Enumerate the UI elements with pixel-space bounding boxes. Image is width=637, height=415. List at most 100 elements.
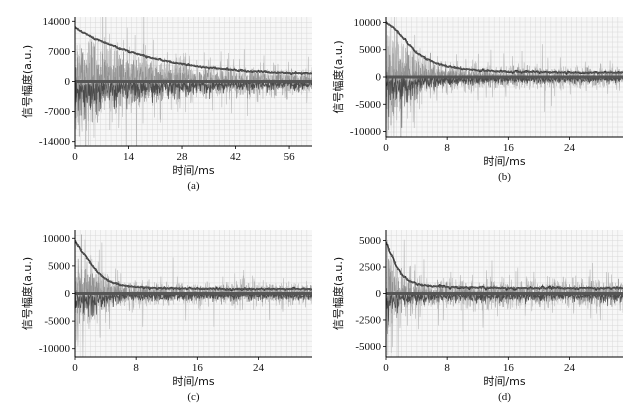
envelope-point xyxy=(222,67,226,71)
envelope-point xyxy=(79,29,83,33)
envelope-point xyxy=(399,272,403,276)
envelope-point xyxy=(279,71,282,74)
envelope-point xyxy=(450,66,453,69)
envelope-point xyxy=(498,286,501,290)
envelope-point xyxy=(453,286,456,289)
envelope-point xyxy=(507,70,510,73)
envelope-point xyxy=(249,70,253,73)
envelope-point xyxy=(498,70,501,73)
envelope-point xyxy=(521,287,525,290)
envelope-point xyxy=(581,71,584,74)
envelope-point xyxy=(207,66,211,69)
envelope-point xyxy=(91,36,95,40)
envelope-point xyxy=(545,287,549,290)
envelope-point xyxy=(246,287,250,291)
envelope-point xyxy=(213,67,217,70)
envelope-point xyxy=(303,72,306,75)
envelope-point xyxy=(438,285,441,288)
envelope-point xyxy=(288,287,291,291)
envelope-point xyxy=(270,287,273,291)
zero-band xyxy=(386,292,623,295)
envelope-point xyxy=(608,287,611,290)
envelope-point xyxy=(246,70,250,73)
envelope-point xyxy=(115,282,118,286)
envelope-point xyxy=(166,287,169,290)
y-tick-label: 7000 xyxy=(48,46,71,58)
envelope-point xyxy=(160,286,163,290)
envelope-point xyxy=(578,287,581,290)
envelope-point xyxy=(593,71,596,74)
envelope-point xyxy=(76,244,80,247)
envelope-point xyxy=(88,34,92,38)
x-tick-label: 8 xyxy=(444,362,450,374)
envelope-point xyxy=(557,287,561,290)
y-tick-label: -2500 xyxy=(355,314,381,326)
envelope-point xyxy=(82,31,86,34)
envelope-point xyxy=(542,70,546,74)
envelope-point xyxy=(572,287,576,290)
envelope-point xyxy=(243,69,247,73)
envelope-point xyxy=(166,60,169,63)
envelope-point xyxy=(611,287,614,290)
envelope-point xyxy=(489,286,492,290)
envelope-point xyxy=(163,286,166,290)
envelope-point xyxy=(584,287,587,290)
envelope-point xyxy=(142,54,145,57)
envelope-point xyxy=(210,287,214,291)
envelope-point xyxy=(468,68,471,71)
y-axis-label: 信号幅度(a.u.) xyxy=(20,257,34,330)
x-tick-label: 0 xyxy=(383,142,389,154)
envelope-point xyxy=(611,71,614,74)
envelope-point xyxy=(438,63,441,66)
envelope-point xyxy=(273,71,276,74)
envelope-point xyxy=(172,287,175,290)
noise-trace-dark xyxy=(386,291,623,322)
envelope-point xyxy=(527,287,531,290)
envelope-point xyxy=(515,287,519,290)
envelope-point xyxy=(510,287,513,290)
envelope-point xyxy=(219,287,223,291)
envelope-point xyxy=(190,64,193,67)
zero-band xyxy=(386,75,623,79)
envelope-point xyxy=(474,286,477,289)
envelope-point xyxy=(474,69,477,72)
envelope-point xyxy=(145,286,148,289)
envelope-point xyxy=(273,287,276,291)
y-tick-label: -5000 xyxy=(355,341,381,353)
envelope-point xyxy=(190,287,193,290)
envelope-point xyxy=(426,58,429,61)
envelope-point xyxy=(575,71,578,74)
envelope-point xyxy=(602,287,605,290)
envelope-point xyxy=(139,285,142,289)
envelope-point xyxy=(453,66,456,69)
panel-label: (a) xyxy=(187,180,200,192)
envelope-point xyxy=(154,286,157,290)
envelope-point xyxy=(545,71,549,74)
envelope-point xyxy=(169,287,172,290)
envelope-point xyxy=(414,282,418,285)
y-tick-label: 5000 xyxy=(359,235,382,247)
envelope-point xyxy=(85,257,89,260)
envelope-point xyxy=(495,70,498,73)
envelope-point xyxy=(408,44,412,47)
envelope-point xyxy=(118,283,121,287)
envelope-point xyxy=(309,72,312,75)
envelope-point xyxy=(405,40,409,44)
envelope-point xyxy=(267,70,270,74)
envelope-point xyxy=(548,71,552,74)
envelope-point xyxy=(557,71,561,74)
envelope-point xyxy=(411,281,415,284)
envelope-point xyxy=(300,72,303,75)
envelope-point xyxy=(112,281,115,285)
envelope-point xyxy=(76,28,80,31)
envelope-point xyxy=(620,71,623,74)
envelope-point xyxy=(456,286,459,289)
envelope-point xyxy=(426,284,429,287)
envelope-point xyxy=(139,53,142,56)
envelope-point xyxy=(270,71,273,74)
envelope-point xyxy=(515,70,519,73)
y-tick-label: 5000 xyxy=(359,44,382,56)
envelope-point xyxy=(417,52,420,56)
envelope-point xyxy=(258,70,262,73)
envelope-point xyxy=(240,287,244,291)
